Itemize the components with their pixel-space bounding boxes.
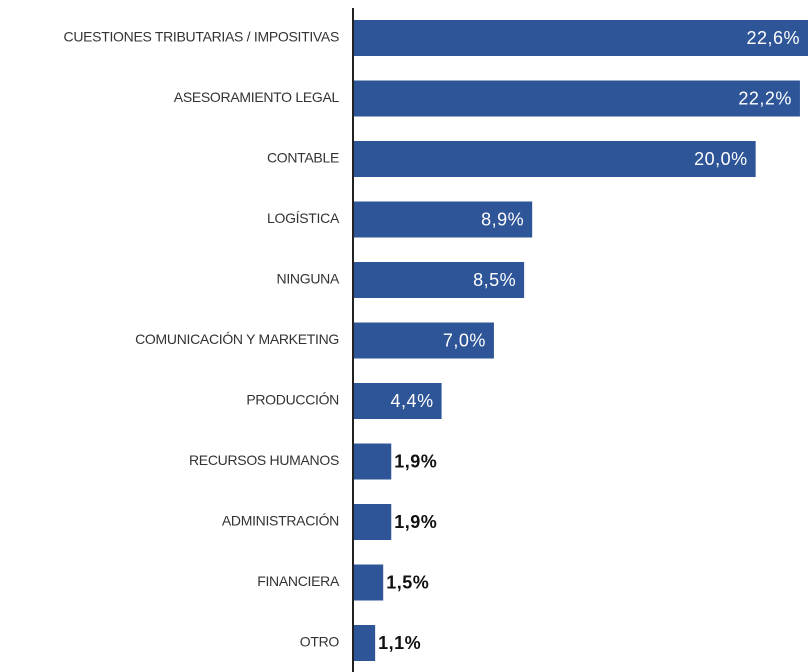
bar [353,322,494,359]
value-label: 8,5% [473,270,516,290]
bar [353,141,756,177]
category-label: LOGÍSTICA [267,210,340,226]
category-label: OTRO [300,634,340,650]
category-label: RECURSOS HUMANOS [189,452,339,468]
category-label: NINGUNA [277,271,340,287]
value-label: 1,9% [394,512,437,532]
category-label: ADMINISTRACIÓN [222,513,339,529]
bar [353,564,384,601]
value-label: 1,5% [386,572,429,592]
value-label: 8,9% [481,209,524,229]
value-label: 1,1% [378,633,421,653]
bar [353,20,808,56]
category-label: ASESORAMIENTO LEGAL [174,89,340,105]
bar [353,201,533,238]
bar [353,262,525,298]
bar [353,383,442,419]
category-label: CONTABLE [267,150,339,166]
category-label: CUESTIONES TRIBUTARIAS / IMPOSITIVAS [64,29,339,45]
category-label: PRODUCCIÓN [246,392,339,408]
value-label: 22,6% [746,28,800,48]
value-label: 20,0% [694,149,748,169]
bar [353,625,376,661]
bar [353,504,392,540]
category-label: FINANCIERA [257,573,340,589]
value-label: 22,2% [738,88,792,108]
value-label: 7,0% [443,330,486,350]
value-label: 1,9% [394,451,437,471]
value-label: 4,4% [391,391,434,411]
category-label: COMUNICACIÓN Y MARKETING [135,331,339,347]
bar [353,443,392,480]
bar [353,80,800,117]
